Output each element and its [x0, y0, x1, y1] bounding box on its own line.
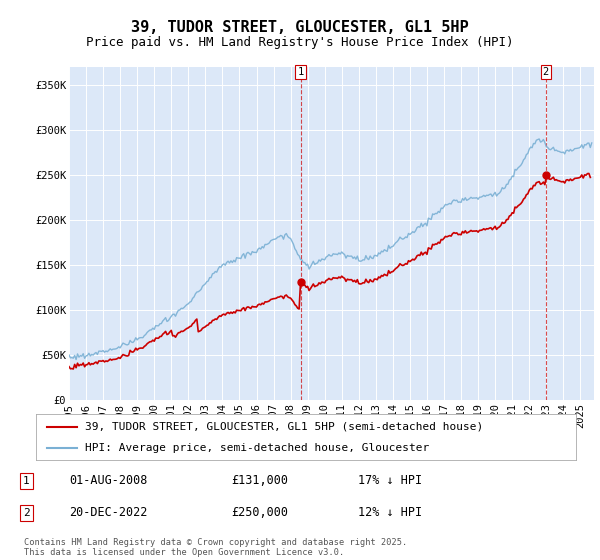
Text: 1: 1	[23, 476, 30, 486]
Text: 01-AUG-2008: 01-AUG-2008	[70, 474, 148, 487]
Text: 12% ↓ HPI: 12% ↓ HPI	[358, 506, 422, 519]
Text: £131,000: £131,000	[231, 474, 288, 487]
Text: Contains HM Land Registry data © Crown copyright and database right 2025.
This d: Contains HM Land Registry data © Crown c…	[24, 538, 407, 557]
Text: 1: 1	[298, 67, 304, 77]
Text: 20-DEC-2022: 20-DEC-2022	[70, 506, 148, 519]
Text: HPI: Average price, semi-detached house, Gloucester: HPI: Average price, semi-detached house,…	[85, 443, 429, 453]
Text: £250,000: £250,000	[231, 506, 288, 519]
Text: 39, TUDOR STREET, GLOUCESTER, GL1 5HP (semi-detached house): 39, TUDOR STREET, GLOUCESTER, GL1 5HP (s…	[85, 422, 483, 432]
Text: 2: 2	[542, 67, 549, 77]
Text: 2: 2	[23, 508, 30, 518]
Text: 39, TUDOR STREET, GLOUCESTER, GL1 5HP: 39, TUDOR STREET, GLOUCESTER, GL1 5HP	[131, 20, 469, 35]
Text: Price paid vs. HM Land Registry's House Price Index (HPI): Price paid vs. HM Land Registry's House …	[86, 36, 514, 49]
Text: 17% ↓ HPI: 17% ↓ HPI	[358, 474, 422, 487]
